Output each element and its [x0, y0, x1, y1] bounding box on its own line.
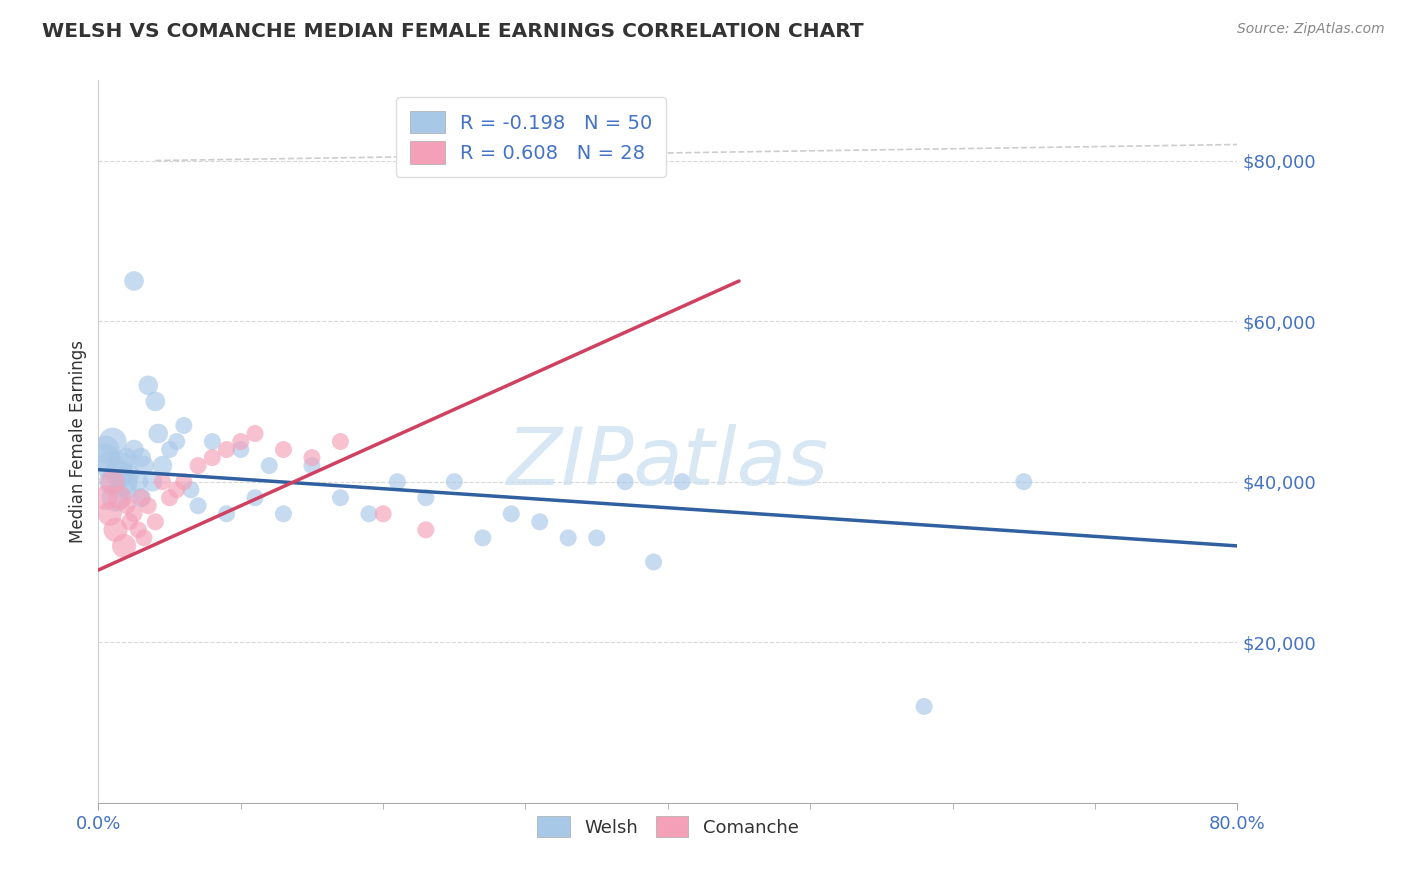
Point [108, 491, 131, 505]
Point [415, 523, 437, 537]
Point [471, 531, 494, 545]
Point [529, 515, 551, 529]
Point [127, 523, 149, 537]
Point [145, 515, 167, 529]
Point [357, 507, 380, 521]
Point [329, 434, 352, 449]
Point [166, 434, 188, 449]
Point [94, 450, 117, 465]
Point [273, 507, 295, 521]
Text: WELSH VS COMANCHE MEDIAN FEMALE EARNINGS CORRELATION CHART: WELSH VS COMANCHE MEDIAN FEMALE EARNINGS… [42, 22, 863, 41]
Point [132, 531, 155, 545]
Point [115, 450, 138, 465]
Point [159, 442, 181, 457]
Point [301, 458, 323, 473]
Point [112, 539, 135, 553]
Point [122, 442, 145, 457]
Point [132, 458, 155, 473]
Point [101, 475, 124, 489]
Point [136, 499, 159, 513]
Point [443, 475, 465, 489]
Point [104, 523, 127, 537]
Legend: Welsh, Comanche: Welsh, Comanche [530, 809, 806, 845]
Point [101, 475, 124, 489]
Point [159, 491, 181, 505]
Point [136, 378, 159, 392]
Point [229, 442, 252, 457]
Point [118, 515, 141, 529]
Point [104, 491, 127, 505]
Point [187, 499, 209, 513]
Point [643, 555, 665, 569]
Point [152, 475, 174, 489]
Point [173, 475, 195, 489]
Text: Source: ZipAtlas.com: Source: ZipAtlas.com [1237, 22, 1385, 37]
Point [557, 531, 579, 545]
Point [98, 458, 121, 473]
Point [201, 434, 224, 449]
Point [94, 491, 117, 505]
Point [118, 467, 141, 481]
Point [912, 699, 935, 714]
Point [115, 483, 138, 497]
Point [122, 507, 145, 521]
Point [201, 450, 224, 465]
Point [141, 475, 163, 489]
Point [145, 394, 167, 409]
Point [173, 418, 195, 433]
Point [243, 426, 266, 441]
Point [122, 274, 145, 288]
Point [585, 531, 607, 545]
Point [373, 507, 395, 521]
Point [108, 458, 131, 473]
Point [614, 475, 637, 489]
Point [215, 442, 238, 457]
Point [108, 467, 131, 481]
Point [152, 458, 174, 473]
Point [180, 483, 202, 497]
Point [215, 507, 238, 521]
Point [94, 442, 117, 457]
Point [501, 507, 523, 521]
Point [98, 507, 121, 521]
Point [101, 434, 124, 449]
Point [273, 442, 295, 457]
Point [387, 475, 409, 489]
Point [243, 491, 266, 505]
Point [1012, 475, 1035, 489]
Text: ZIPatlas: ZIPatlas [506, 425, 830, 502]
Point [112, 475, 135, 489]
Point [671, 475, 693, 489]
Point [187, 458, 209, 473]
Point [127, 475, 149, 489]
Point [166, 483, 188, 497]
Point [415, 491, 437, 505]
Point [301, 450, 323, 465]
Point [259, 458, 281, 473]
Point [329, 491, 352, 505]
Point [229, 434, 252, 449]
Point [129, 491, 152, 505]
Point [129, 450, 152, 465]
Point [115, 499, 138, 513]
Y-axis label: Median Female Earnings: Median Female Earnings [69, 340, 87, 543]
Point [129, 491, 152, 505]
Point [148, 426, 170, 441]
